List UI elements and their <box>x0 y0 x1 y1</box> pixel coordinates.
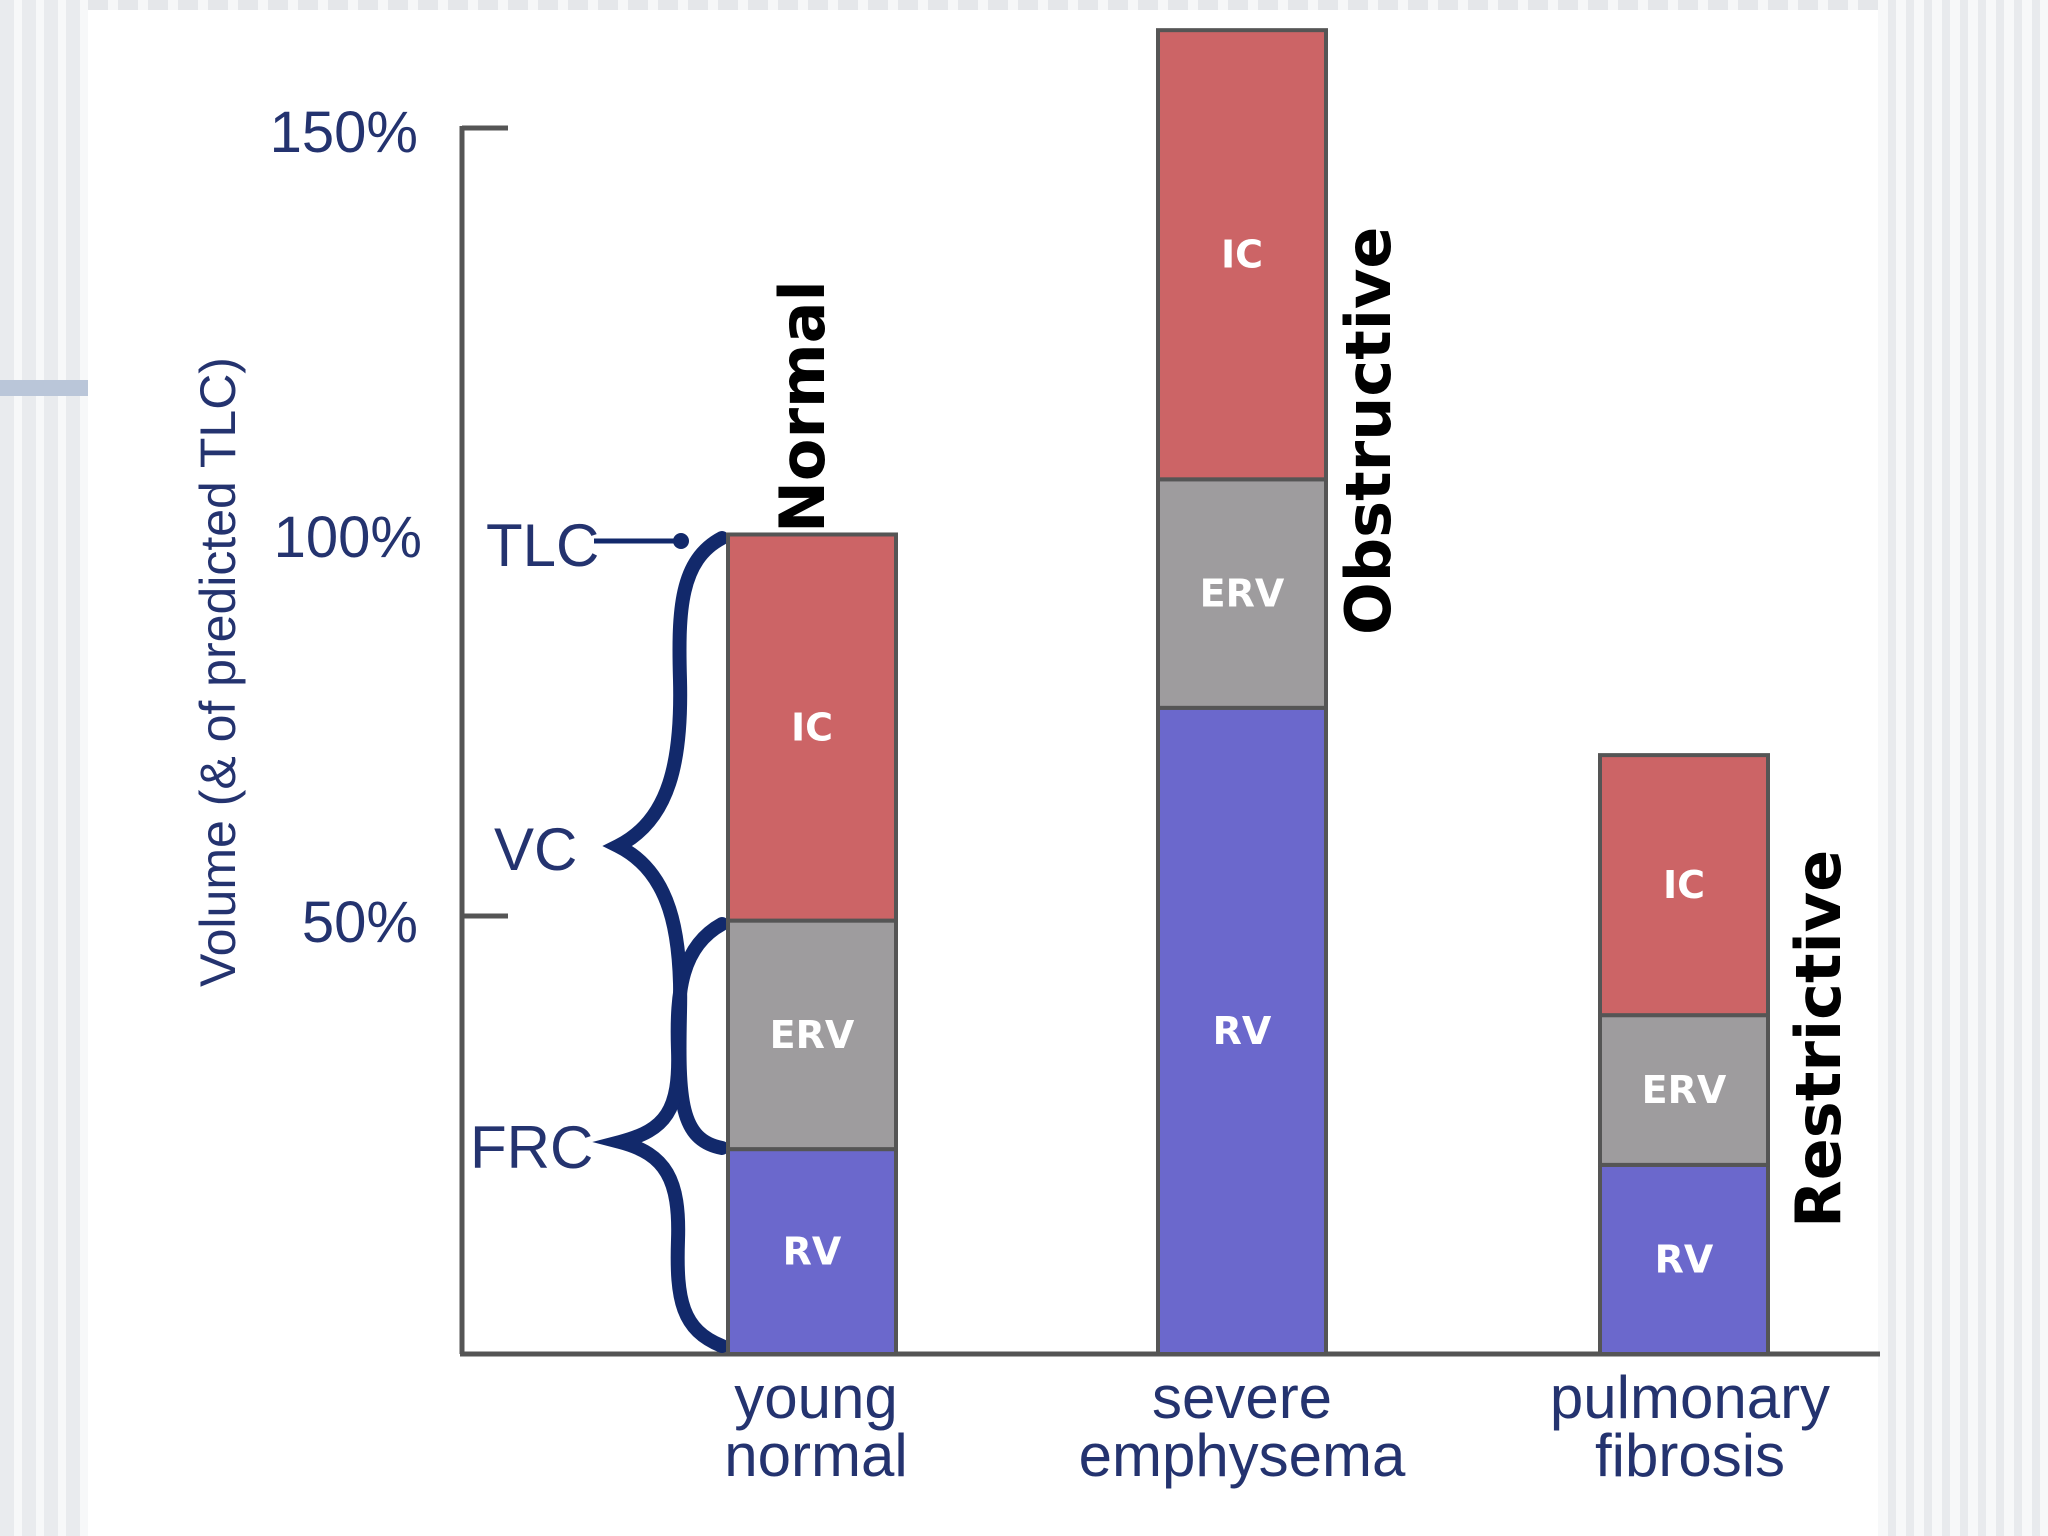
category-label: severe <box>1152 1364 1332 1431</box>
bar-segment-erv <box>1598 1013 1770 1167</box>
bar-segment-label: IC <box>1663 863 1705 907</box>
bar-segment-label: IC <box>791 706 833 750</box>
y-tick-label-50: 50% <box>302 890 418 955</box>
bar-segment-ic <box>1598 753 1770 1018</box>
bar-segment-erv <box>1156 477 1328 710</box>
category-label: young <box>734 1364 897 1431</box>
bar-segment-erv <box>726 918 898 1152</box>
category-label: normal <box>724 1422 907 1489</box>
bar-segment-label: ERV <box>1200 572 1285 616</box>
bar-segment-label: ERV <box>770 1013 855 1057</box>
vc-brace <box>602 531 729 1155</box>
bar-segment-rv <box>1598 1162 1770 1356</box>
bar-segment-label: RV <box>1655 1237 1714 1281</box>
bar-segment-label: RV <box>1213 1009 1272 1053</box>
bar-segment-ic <box>1156 28 1328 482</box>
bar-segment-ic <box>726 532 898 923</box>
bar-segment-label: ERV <box>1642 1068 1727 1112</box>
background-stripes-top <box>88 0 1878 12</box>
background-stripes-right <box>1878 0 2048 1536</box>
vc-label: VC <box>494 816 577 883</box>
bar-segment-rv <box>1156 705 1328 1356</box>
frc-brace <box>592 917 729 1353</box>
chart-panel <box>88 10 1878 1536</box>
y-tick-label-100: 100% <box>274 505 422 570</box>
y-axis-label: Volume (& of predicted TLC) <box>190 357 246 987</box>
tlc-pointer-dot <box>673 533 689 549</box>
category-label: fibrosis <box>1595 1422 1785 1489</box>
category-label: emphysema <box>1079 1422 1406 1489</box>
bar-segment-label: IC <box>1221 233 1263 277</box>
condition-label-obstructive: Obstructive <box>1332 227 1405 635</box>
bar-segment-rv <box>726 1147 898 1356</box>
bar-segment-label: RV <box>783 1230 842 1274</box>
slide-accent-bar <box>0 380 88 396</box>
frc-label: FRC <box>470 1114 593 1181</box>
bars-group: RV ERV IC RV ERV IC RV ERV IC <box>726 28 1770 1356</box>
condition-label-restrictive: Restrictive <box>1782 850 1855 1228</box>
category-label: pulmonary <box>1550 1364 1830 1431</box>
condition-label-normal: Normal <box>766 280 839 533</box>
y-tick-label-150: 150% <box>270 100 418 165</box>
background-stripes-left <box>0 0 88 1536</box>
tlc-label: TLC <box>486 512 599 579</box>
